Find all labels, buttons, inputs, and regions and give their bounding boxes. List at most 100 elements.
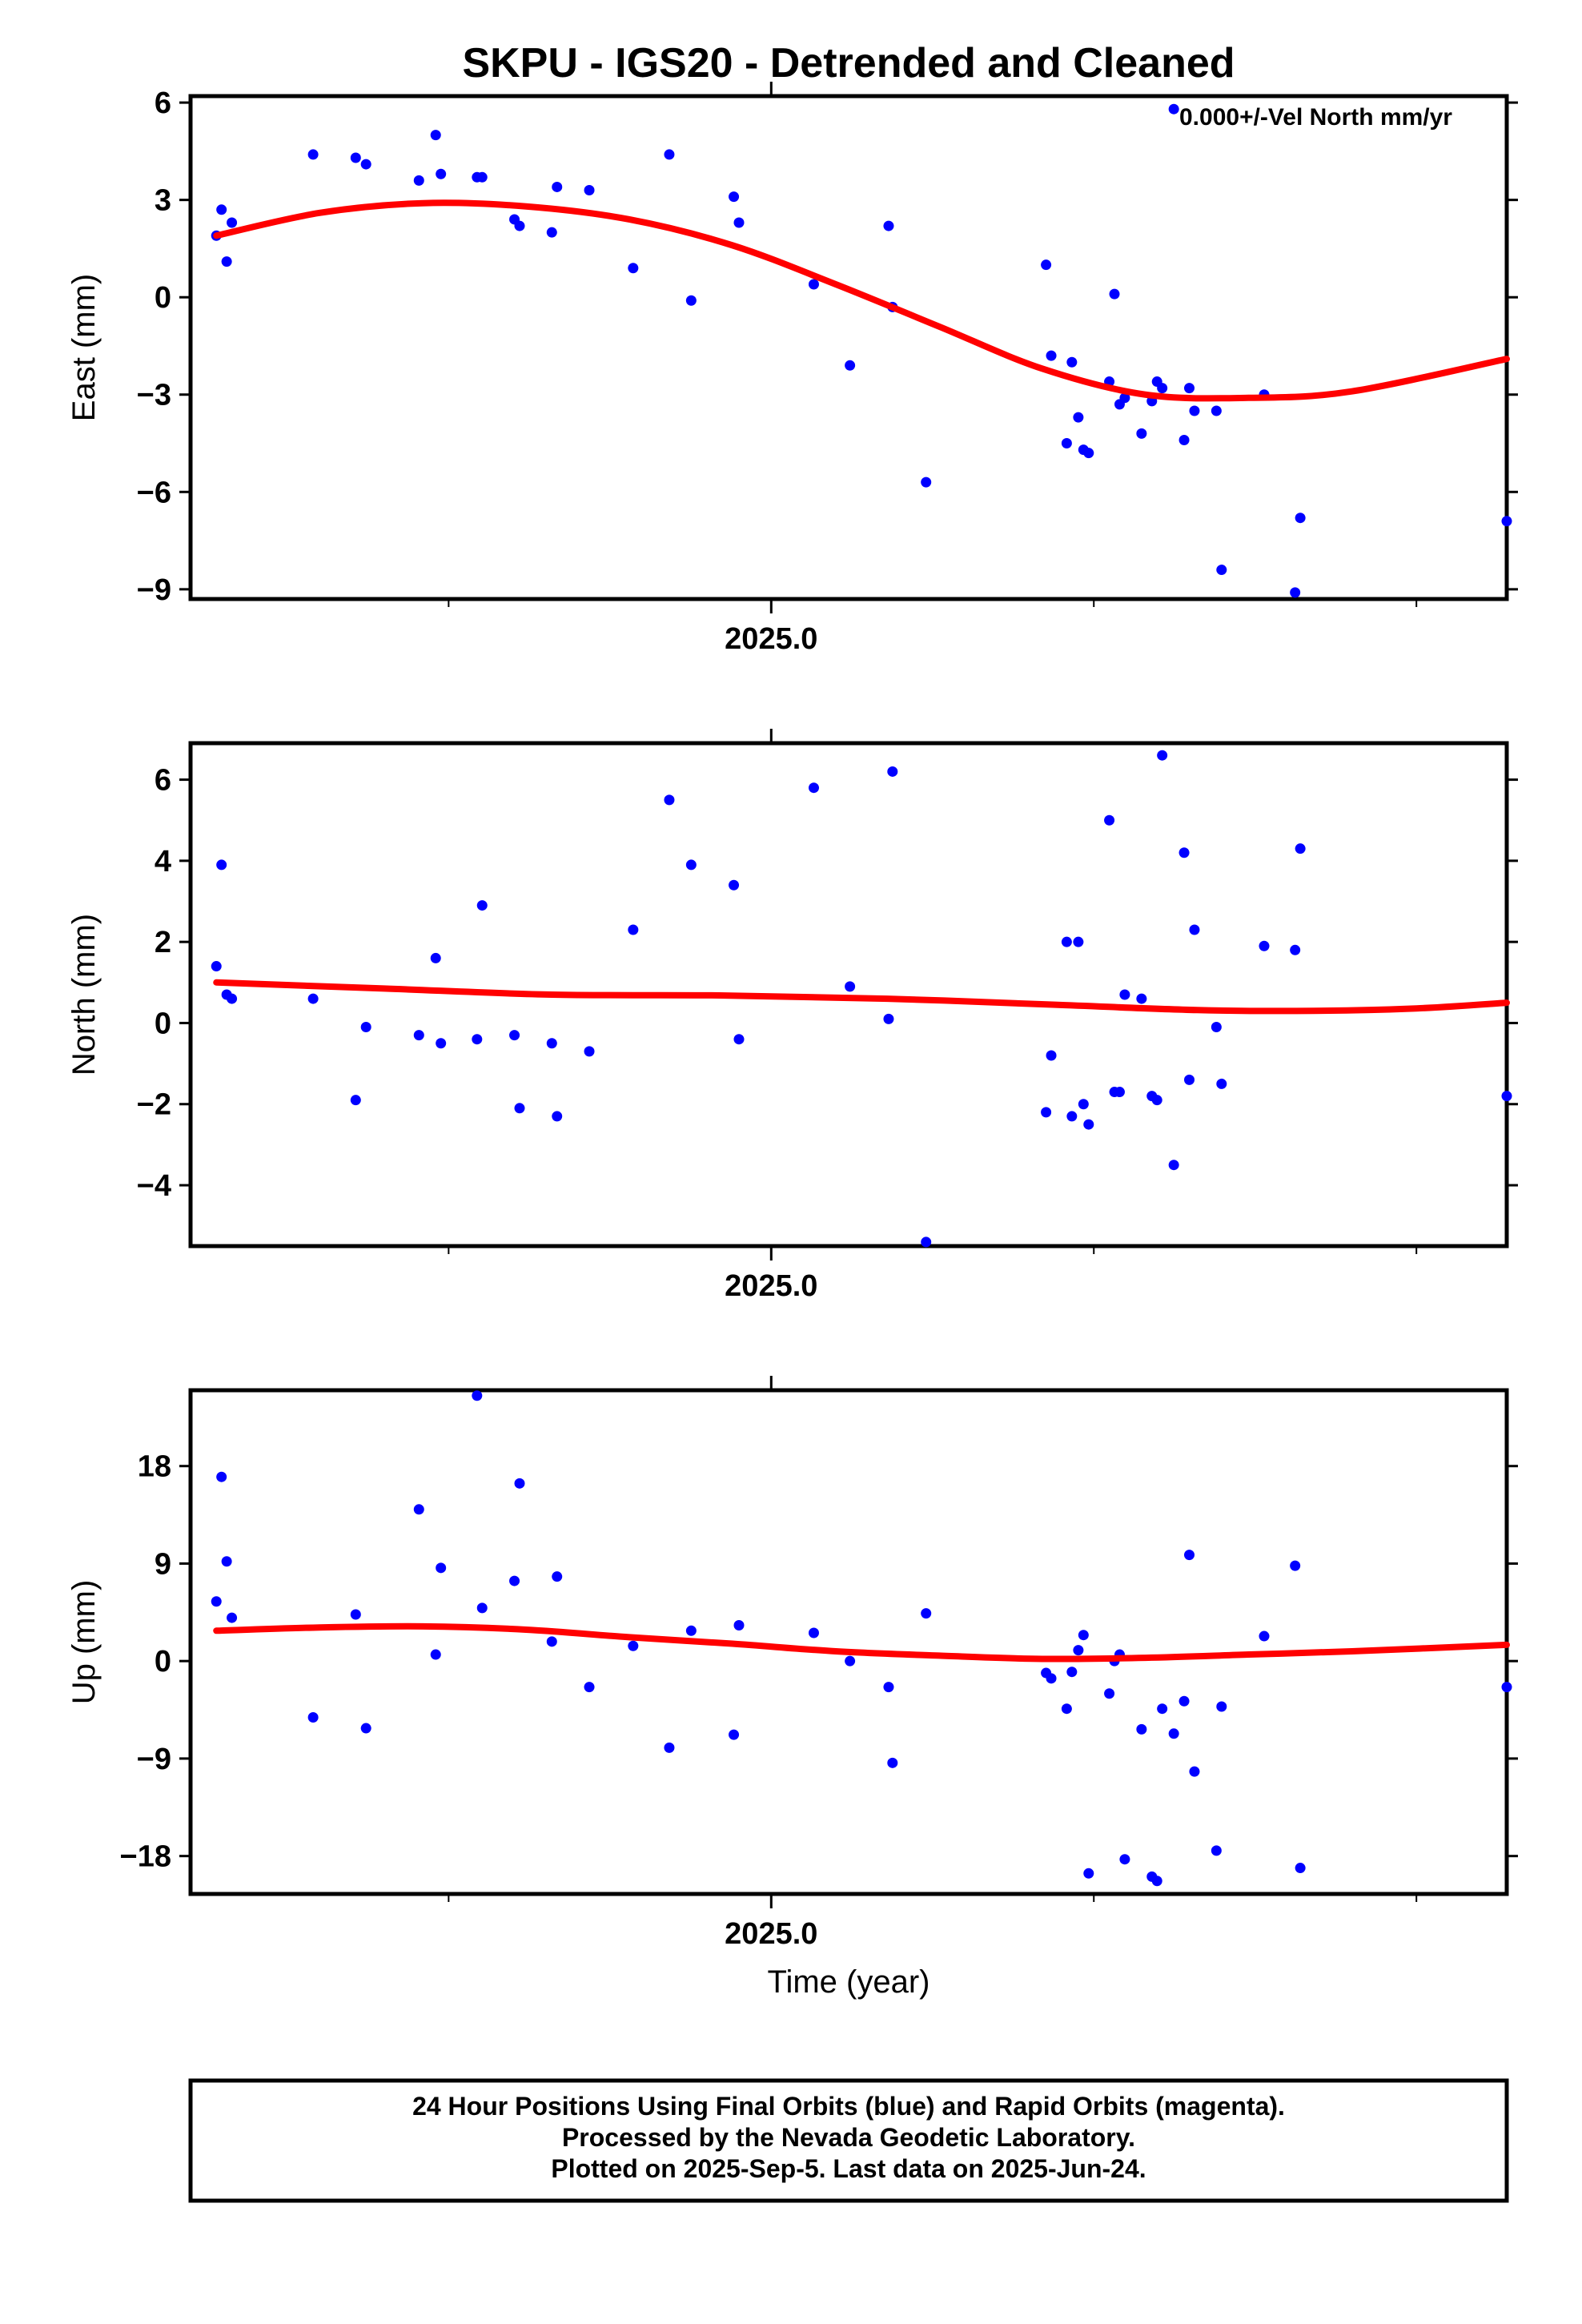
up-data-point	[1066, 1667, 1078, 1678]
east-data-point	[360, 159, 371, 170]
north-data-point	[887, 766, 898, 777]
north-data-point	[472, 1034, 483, 1045]
east-data-point	[552, 181, 563, 192]
north-data-point	[360, 1022, 371, 1033]
east-data-point	[1157, 383, 1168, 394]
east-y-tick-label: 6	[155, 86, 171, 120]
north-data-point	[808, 782, 819, 794]
east-data-point	[664, 149, 675, 160]
up-data-point	[514, 1478, 525, 1489]
east-data-point	[514, 220, 525, 231]
east-data-point	[845, 360, 856, 371]
north-plot-frame	[188, 741, 1509, 1248]
east-data-point	[1178, 434, 1190, 445]
up-data-point	[1501, 1682, 1512, 1693]
up-data-point	[808, 1627, 819, 1638]
east-data-point	[216, 204, 227, 215]
north-data-point	[1168, 1160, 1179, 1171]
east-data-point	[808, 279, 819, 290]
north-data-point	[211, 961, 222, 972]
up-data-point	[1211, 1845, 1222, 1856]
up-y-axis-label: Up (mm)	[66, 1580, 102, 1705]
north-data-point	[845, 981, 856, 992]
up-data-point	[1073, 1645, 1084, 1656]
north-data-point	[1295, 843, 1306, 854]
east-data-point	[1109, 288, 1120, 300]
east-data-point	[685, 295, 697, 306]
east-plot-frame	[188, 94, 1509, 601]
up-data-point	[845, 1655, 856, 1667]
north-y-tick-label: 6	[155, 764, 171, 798]
up-data-point	[887, 1757, 898, 1768]
up-data-point	[1157, 1703, 1168, 1715]
north-model-line	[213, 979, 1510, 1015]
east-data-point	[1501, 516, 1512, 527]
up-data-point	[628, 1640, 639, 1651]
up-x-tick-label: 2025.0	[725, 1917, 817, 1951]
east-data-point	[307, 149, 319, 160]
up-data-point	[216, 1471, 227, 1482]
north-data-point	[1290, 944, 1301, 955]
north-data-point	[628, 924, 639, 935]
east-data-point	[1046, 350, 1057, 361]
up-y-tick-label: 18	[138, 1450, 171, 1484]
up-data-point	[1119, 1854, 1130, 1865]
north-data-point	[1041, 1107, 1052, 1118]
east-y-tick-label: −3	[137, 379, 171, 412]
up-data-point	[552, 1571, 563, 1582]
up-data-point	[307, 1712, 319, 1723]
up-data-point	[729, 1729, 740, 1740]
north-data-point	[883, 1013, 894, 1024]
north-y-tick-label: 2	[155, 926, 171, 959]
east-data-point	[476, 171, 488, 183]
up-data-point	[430, 1649, 441, 1660]
east-y-axis-label: East (mm)	[66, 274, 102, 421]
north-data-point	[1157, 750, 1168, 761]
footer-line-3: Plotted on 2025-Sep-5. Last data on 2025…	[551, 2154, 1146, 2183]
east-data-point	[1290, 587, 1301, 598]
up-y-tick-label: 0	[155, 1645, 171, 1679]
east-y-tick-label: 0	[155, 281, 171, 315]
north-data-point	[1136, 993, 1147, 1004]
east-y-tick-label: −6	[137, 476, 171, 509]
north-data-point	[1216, 1078, 1227, 1089]
up-data-point	[472, 1390, 483, 1401]
north-y-tick-label: 4	[155, 845, 171, 879]
north-x-tick-label: 2025.0	[725, 1269, 817, 1303]
up-data-point	[360, 1723, 371, 1734]
north-data-point	[350, 1095, 361, 1106]
up-data-point	[1259, 1630, 1270, 1642]
east-model-line	[213, 199, 1510, 402]
up-data-point	[1046, 1673, 1057, 1684]
north-data-point	[436, 1038, 447, 1049]
east-data-point	[1295, 513, 1306, 524]
north-data-point	[1078, 1099, 1089, 1110]
up-data-point	[883, 1682, 894, 1693]
east-data-point	[1184, 383, 1195, 394]
north-data-point	[1083, 1119, 1094, 1130]
east-data-point	[733, 217, 745, 228]
north-data-point	[1189, 924, 1200, 935]
north-data-point	[729, 879, 740, 891]
north-data-point	[1119, 989, 1130, 1000]
north-data-point	[514, 1103, 525, 1114]
north-data-point	[1061, 936, 1072, 947]
east-data-point	[1216, 565, 1227, 576]
east-data-point	[227, 217, 238, 228]
east-data-point	[1041, 259, 1052, 271]
east-data-point	[430, 130, 441, 141]
up-data-point	[1178, 1695, 1190, 1707]
up-data-point	[350, 1609, 361, 1620]
east-y-tick-label: 3	[155, 184, 171, 218]
footer-box	[188, 2078, 1509, 2203]
east-data-point	[1083, 448, 1094, 459]
north-data-point	[584, 1046, 595, 1057]
up-y-tick-label: −9	[137, 1743, 171, 1776]
up-data-point	[211, 1596, 222, 1607]
north-data-point	[664, 794, 675, 806]
east-data-point	[921, 476, 932, 488]
east-data-point	[1061, 438, 1072, 449]
north-data-point	[546, 1038, 557, 1049]
east-data-point	[729, 191, 740, 203]
